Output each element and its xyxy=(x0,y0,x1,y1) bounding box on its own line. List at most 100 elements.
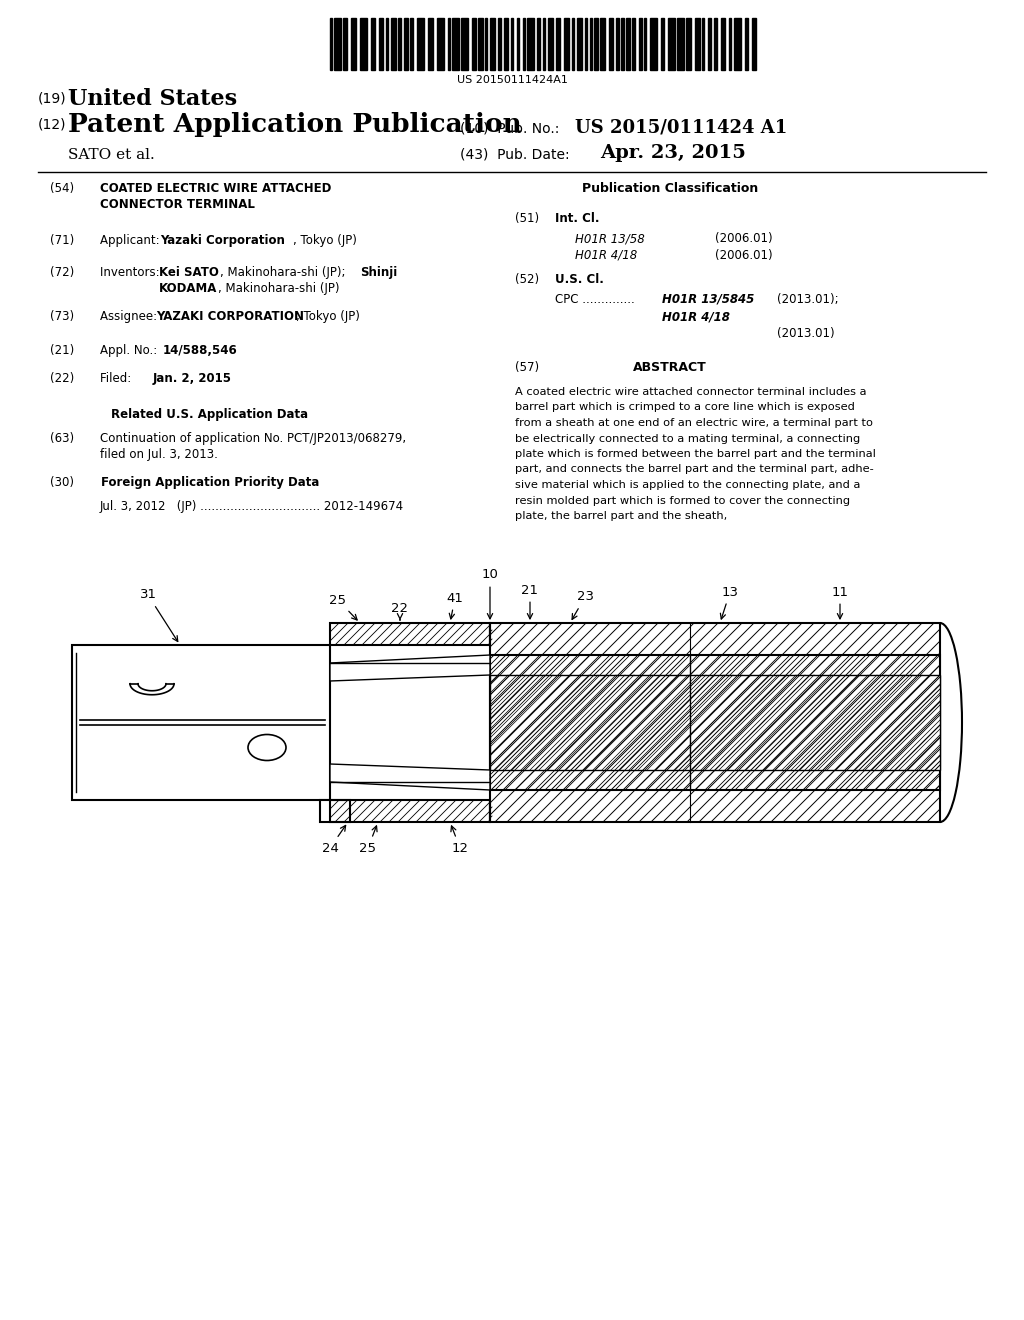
Text: 22: 22 xyxy=(391,602,409,620)
Text: (10)  Pub. No.:: (10) Pub. No.: xyxy=(460,121,568,136)
Text: part, and connects the barrel part and the terminal part, adhe-: part, and connects the barrel part and t… xyxy=(515,465,873,474)
Bar xyxy=(428,18,433,70)
Bar xyxy=(695,18,700,70)
Polygon shape xyxy=(319,800,350,822)
Text: H01R 4/18: H01R 4/18 xyxy=(575,249,637,261)
Text: plate, the barrel part and the sheath,: plate, the barrel part and the sheath, xyxy=(515,511,727,521)
Text: 21: 21 xyxy=(521,583,539,619)
Text: (54): (54) xyxy=(50,182,74,195)
Bar xyxy=(662,18,664,70)
Bar xyxy=(343,18,347,70)
Bar xyxy=(517,18,519,70)
Text: Shinji: Shinji xyxy=(360,267,397,279)
Text: U.S. Cl.: U.S. Cl. xyxy=(555,273,604,286)
Text: Applicant:: Applicant: xyxy=(100,234,167,247)
Text: 13: 13 xyxy=(721,586,738,619)
Text: (2006.01): (2006.01) xyxy=(715,249,773,261)
Text: plate which is formed between the barrel part and the terminal: plate which is formed between the barrel… xyxy=(515,449,876,459)
Text: COATED ELECTRIC WIRE ATTACHED: COATED ELECTRIC WIRE ATTACHED xyxy=(100,182,332,195)
Text: Kei SATO: Kei SATO xyxy=(159,267,219,279)
Text: 11: 11 xyxy=(831,586,849,619)
Bar xyxy=(379,18,383,70)
Text: , Makinohara-shi (JP);: , Makinohara-shi (JP); xyxy=(220,267,345,279)
Bar xyxy=(677,18,684,70)
Bar xyxy=(590,18,592,70)
Text: sive material which is applied to the connecting plate, and a: sive material which is applied to the co… xyxy=(515,480,860,490)
Text: Assignee:: Assignee: xyxy=(100,310,165,323)
Text: ABSTRACT: ABSTRACT xyxy=(633,360,707,374)
Text: 25: 25 xyxy=(330,594,357,620)
Text: Yazaki Corporation: Yazaki Corporation xyxy=(160,234,285,247)
Text: SATO et al.: SATO et al. xyxy=(68,148,155,162)
Text: , Tokyo (JP): , Tokyo (JP) xyxy=(296,310,359,323)
Bar xyxy=(626,18,630,70)
Text: A coated electric wire attached connector terminal includes a: A coated electric wire attached connecto… xyxy=(515,387,866,397)
Text: Publication Classification: Publication Classification xyxy=(582,182,758,195)
Text: , Makinohara-shi (JP): , Makinohara-shi (JP) xyxy=(218,282,340,294)
Bar xyxy=(437,18,444,70)
Text: (19): (19) xyxy=(38,92,67,106)
Bar xyxy=(729,18,731,70)
Text: resin molded part which is formed to cover the connecting: resin molded part which is formed to cov… xyxy=(515,495,850,506)
Bar xyxy=(594,18,598,70)
Bar xyxy=(490,655,940,789)
Text: (57): (57) xyxy=(515,360,539,374)
Bar xyxy=(398,18,401,70)
Text: (71): (71) xyxy=(50,234,75,247)
Text: Int. Cl.: Int. Cl. xyxy=(555,213,599,224)
Polygon shape xyxy=(330,655,490,681)
Text: (63): (63) xyxy=(50,432,74,445)
Bar xyxy=(72,645,330,800)
Bar xyxy=(490,623,940,822)
Bar xyxy=(734,18,741,70)
Text: (2013.01);: (2013.01); xyxy=(777,293,839,306)
Bar xyxy=(745,18,748,70)
Bar xyxy=(449,18,450,70)
Text: (2006.01): (2006.01) xyxy=(715,232,773,246)
Bar xyxy=(609,18,613,70)
Bar xyxy=(478,18,483,70)
Text: (2013.01): (2013.01) xyxy=(777,327,835,341)
Bar xyxy=(498,18,501,70)
Text: Filed:: Filed: xyxy=(100,372,158,385)
Text: Jan. 2, 2015: Jan. 2, 2015 xyxy=(153,372,232,385)
Bar xyxy=(504,18,508,70)
Text: 23: 23 xyxy=(572,590,594,619)
Text: CPC ..............: CPC .............. xyxy=(555,293,639,306)
Bar xyxy=(632,18,635,70)
Bar xyxy=(639,18,642,70)
Bar xyxy=(511,18,513,70)
Bar xyxy=(330,18,332,70)
Text: 10: 10 xyxy=(481,569,499,619)
Bar xyxy=(686,18,691,70)
Text: (22): (22) xyxy=(50,372,75,385)
Bar xyxy=(585,18,587,70)
Bar xyxy=(410,18,413,70)
Polygon shape xyxy=(330,764,490,789)
Bar xyxy=(490,18,495,70)
Text: (21): (21) xyxy=(50,345,75,356)
Text: 24: 24 xyxy=(322,825,346,854)
Bar xyxy=(556,18,560,70)
Text: (30): (30) xyxy=(50,477,74,488)
Text: (12): (12) xyxy=(38,117,67,132)
Text: US 20150111424A1: US 20150111424A1 xyxy=(457,75,567,84)
Bar xyxy=(452,18,459,70)
Bar xyxy=(752,18,756,70)
Bar xyxy=(548,18,553,70)
Bar xyxy=(668,18,675,70)
Bar xyxy=(330,800,490,822)
Bar xyxy=(485,18,487,70)
Text: Foreign Application Priority Data: Foreign Application Priority Data xyxy=(100,477,319,488)
Bar xyxy=(417,18,424,70)
Text: (72): (72) xyxy=(50,267,75,279)
Bar xyxy=(330,623,490,645)
Text: 25: 25 xyxy=(359,826,377,854)
Text: KODAMA: KODAMA xyxy=(159,282,217,294)
Text: US 2015/0111424 A1: US 2015/0111424 A1 xyxy=(575,117,787,136)
Bar xyxy=(537,18,540,70)
Bar xyxy=(472,18,476,70)
Text: 41: 41 xyxy=(446,591,464,619)
Text: Appl. No.:: Appl. No.: xyxy=(100,345,165,356)
Bar xyxy=(371,18,375,70)
